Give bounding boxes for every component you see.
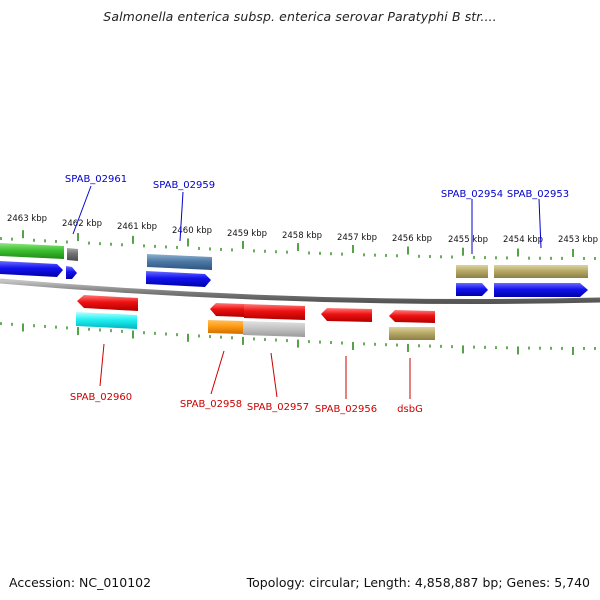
- scale-label: 2458 kbp: [282, 231, 322, 241]
- gene-label-spab-02957[interactable]: SPAB_02957: [247, 402, 309, 413]
- gene-spab-02953-khaki[interactable]: [494, 265, 588, 278]
- gene-spab-02956[interactable]: [321, 308, 372, 322]
- leader-line-spab-02961: [72, 185, 92, 235]
- gene-label-spab-02958[interactable]: SPAB_02958: [180, 399, 242, 410]
- leader-line-spab-02953: [538, 198, 542, 249]
- gene-spab-02960[interactable]: [77, 295, 138, 311]
- scale-label: 2457 kbp: [337, 233, 377, 243]
- scale-label: 2460 kbp: [172, 226, 212, 236]
- leader-line-spab-02960: [99, 343, 105, 387]
- leader-lines: [72, 185, 542, 399]
- forward-strand-genes: [0, 243, 588, 297]
- scale-label: 2453 kbp: [558, 235, 598, 245]
- gene-label-spab-02953[interactable]: SPAB_02953: [507, 189, 569, 200]
- gene-dsbg[interactable]: [389, 310, 435, 323]
- gene-spab-02957-gray[interactable]: [243, 321, 305, 337]
- gene-gray-small[interactable]: [67, 248, 78, 261]
- gene-label-spab-02956[interactable]: SPAB_02956: [315, 404, 377, 415]
- leader-line-spab-02959: [179, 191, 184, 242]
- scale-label: 2461 kbp: [117, 222, 157, 232]
- gene-spab-02959[interactable]: [146, 271, 211, 287]
- scale-labels: 2463 kbp 2462 kbp 2461 kbp 2460 kbp 2459…: [7, 214, 598, 245]
- gene-spab-02954[interactable]: [456, 283, 488, 296]
- reverse-gene-labels: SPAB_02960 SPAB_02958 SPAB_02957 SPAB_02…: [70, 392, 423, 415]
- lower-tick-track: [0, 322, 596, 355]
- forward-gene-labels: SPAB_02961 SPAB_02959 SPAB_02954 SPAB_02…: [65, 174, 569, 200]
- gene-spab-02957[interactable]: [244, 304, 305, 320]
- gene-forward-blue-left[interactable]: [0, 261, 63, 277]
- gene-spab-02960-cyan[interactable]: [76, 312, 137, 329]
- gene-label-spab-02960[interactable]: SPAB_02960: [70, 392, 132, 403]
- gene-dsbg-khaki[interactable]: [389, 327, 435, 340]
- gene-label-dsbg[interactable]: dsbG: [397, 404, 423, 415]
- gene-spab-02961[interactable]: [66, 266, 77, 279]
- gene-spab-02958[interactable]: [210, 303, 244, 317]
- reverse-strand-genes: [76, 295, 435, 340]
- scale-label: 2456 kbp: [392, 234, 432, 244]
- scale-label: 2459 kbp: [227, 229, 267, 239]
- gene-spab-02954-khaki[interactable]: [456, 265, 488, 278]
- gene-spab-02958-orange[interactable]: [208, 320, 243, 334]
- genome-backbone: [0, 278, 600, 304]
- map-title: Salmonella enterica subsp. enterica sero…: [103, 9, 497, 24]
- scale-label: 2463 kbp: [7, 214, 47, 224]
- gene-label-spab-02961[interactable]: SPAB_02961: [65, 174, 127, 185]
- scale-label: 2462 kbp: [62, 219, 102, 229]
- scale-label: 2455 kbp: [448, 235, 488, 245]
- gene-green-block[interactable]: [0, 243, 64, 259]
- leader-line-spab-02958: [210, 350, 225, 395]
- gene-spab-02959-steel[interactable]: [147, 254, 212, 270]
- accession-text: Accession: NC_010102: [9, 575, 152, 590]
- gene-label-spab-02959[interactable]: SPAB_02959: [153, 180, 215, 191]
- leader-line-spab-02957: [270, 352, 278, 398]
- gene-spab-02953[interactable]: [494, 283, 588, 297]
- upper-tick-track: [0, 230, 596, 260]
- gene-label-spab-02954[interactable]: SPAB_02954: [441, 189, 503, 200]
- scale-label: 2454 kbp: [503, 235, 543, 245]
- genome-info-text: Topology: circular; Length: 4,858,887 bp…: [246, 575, 590, 590]
